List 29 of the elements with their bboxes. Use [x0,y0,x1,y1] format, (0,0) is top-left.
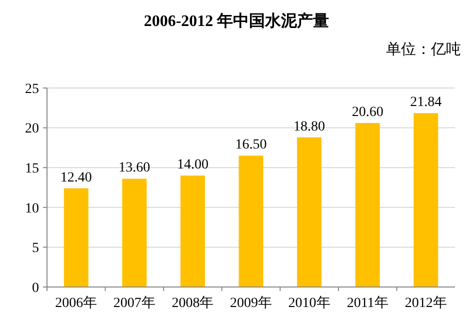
bar [297,137,322,287]
data-label: 18.80 [294,119,326,134]
bar [122,178,147,287]
x-tick-label: 2007年 [113,295,156,311]
x-tick-label: 2008年 [172,295,214,311]
y-tick-label: 25 [25,82,39,97]
bar [180,176,205,287]
chart-subtitle: 单位：亿吨 [386,41,461,58]
data-label: 12.40 [60,170,92,186]
y-tick-label: 15 [25,162,39,176]
data-label: 14.00 [176,158,208,173]
x-tick-label: 2009年 [230,295,272,311]
y-tick-label: 0 [32,280,39,296]
y-tick-label: 10 [25,201,39,216]
y-tick-label: 5 [32,241,39,256]
x-tick-label: 2006年 [55,295,98,311]
y-tick-label: 20 [25,122,39,137]
bar [414,113,438,287]
bar [238,156,264,287]
chart-title: 2006-2012 年中国水泥产量 [144,12,330,30]
data-label: 16.50 [235,138,267,153]
bar [64,188,88,287]
data-label: 20.60 [352,105,384,120]
x-tick-label: 2012年 [404,295,447,311]
x-tick-label: 2010年 [288,295,330,311]
x-tick-label: 2011年 [346,295,388,311]
data-label: 13.60 [118,160,150,176]
bar [355,123,380,287]
data-label: 21.84 [410,95,442,110]
